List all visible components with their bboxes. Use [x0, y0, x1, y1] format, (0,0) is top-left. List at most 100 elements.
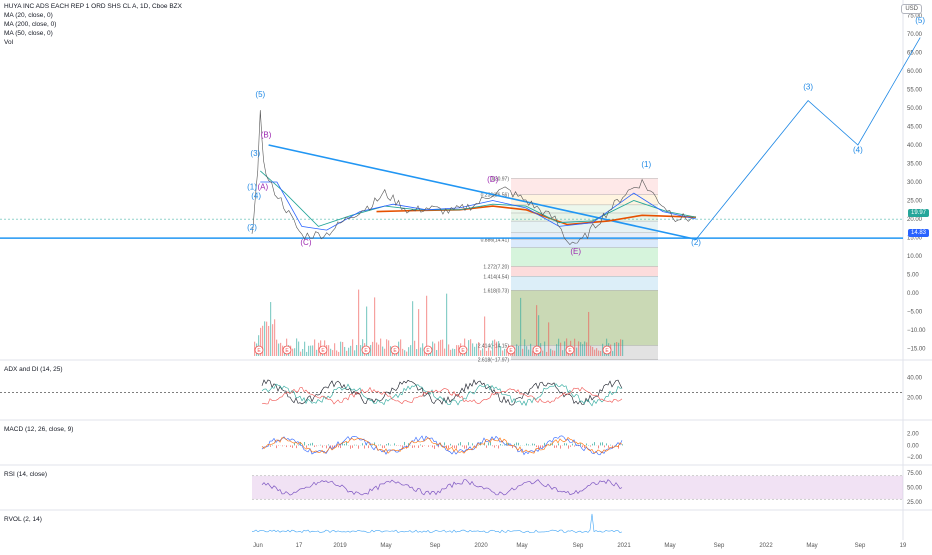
macd-histogram-bar [486, 445, 487, 447]
volume-bar [556, 344, 557, 356]
volume-bar [524, 339, 525, 356]
pane-y-tick-label: 2.00 [907, 432, 919, 438]
y-tick-label: 20.00 [907, 217, 923, 223]
volume-bar [412, 301, 413, 356]
macd-histogram-bar [466, 445, 467, 448]
macd-histogram-bar [316, 445, 317, 446]
x-tick-label: May [664, 543, 675, 549]
macd-histogram-bar [518, 443, 519, 446]
macd-histogram-bar [556, 445, 557, 447]
volume-bar [582, 344, 583, 356]
rvol-line [252, 514, 622, 533]
macd-histogram-bar [450, 444, 451, 446]
pane-y-tick-label: 40.00 [907, 375, 923, 381]
volume-bar [294, 348, 295, 356]
y-tick-label: 70.00 [907, 32, 923, 38]
fib-zone [511, 248, 658, 267]
volume-bar [598, 351, 599, 356]
macd-histogram-bar [296, 445, 297, 448]
volume-bar [550, 349, 551, 356]
volume-bar [564, 341, 565, 356]
fib-zone [511, 290, 658, 345]
volume-bar [358, 290, 359, 356]
macd-histogram-bar [380, 444, 381, 445]
volume-bar [526, 346, 527, 356]
volume-bar [490, 351, 491, 356]
volume-bar [332, 350, 333, 356]
volume-bar [422, 343, 423, 356]
macd-histogram-bar [340, 445, 341, 448]
y-tick-label: 25.00 [907, 199, 923, 205]
macd-histogram-bar [358, 445, 359, 448]
volume-bar [478, 342, 479, 356]
fib-label: 1.272(7.20) [483, 264, 509, 270]
macd-histogram-bar [602, 442, 603, 445]
volume-bar [278, 344, 279, 356]
macd-histogram-bar [328, 444, 329, 445]
macd-histogram-bar [272, 445, 273, 446]
volume-bar [414, 341, 415, 356]
volume-bar [530, 344, 531, 356]
macd-histogram-bar [586, 444, 587, 446]
volume-bar [450, 350, 451, 356]
volume-bar [574, 339, 575, 356]
indicator-vol-label[interactable]: Vol [4, 39, 13, 47]
wave-label: (3) [803, 82, 813, 91]
macd-histogram-bar [396, 445, 397, 446]
volume-bar [300, 352, 301, 356]
volume-bar [454, 349, 455, 356]
volume-bar [404, 350, 405, 356]
x-tick-label: 2022 [759, 543, 773, 549]
indicator-ma50-label[interactable]: MA (50, close, 0) [4, 30, 53, 38]
currency-button[interactable]: USD [901, 4, 922, 14]
volume-bar [316, 350, 317, 356]
x-tick-label: 2021 [617, 543, 631, 549]
macd-histogram-bar [478, 445, 479, 446]
macd-histogram-bar [500, 444, 501, 445]
fib-label: 1.414(4.54) [483, 274, 509, 280]
macd-histogram-bar [290, 445, 291, 447]
volume-bar [474, 347, 475, 356]
macd-histogram-bar [422, 445, 423, 447]
volume-bar [266, 322, 267, 356]
macd-histogram-bar [542, 445, 543, 447]
volume-bar [378, 345, 379, 356]
volume-bar [328, 345, 329, 356]
macd-histogram-bar [582, 445, 583, 447]
volume-bar [576, 348, 577, 356]
x-tick-label: 19 [900, 543, 907, 549]
macd-histogram-bar [460, 442, 461, 445]
volume-bar [406, 352, 407, 356]
wave-label: (5) [915, 16, 925, 25]
macd-histogram-bar [558, 443, 559, 445]
x-tick-label: Jun [253, 543, 263, 549]
x-tick-label: 17 [296, 543, 303, 549]
volume-bar [622, 340, 623, 356]
macd-histogram-bar [326, 445, 327, 448]
volume-bar [456, 345, 457, 356]
volume-bar [542, 351, 543, 356]
macd-histogram-bar [418, 445, 419, 447]
y-tick-label: −10.00 [907, 328, 926, 334]
pane-y-tick-label: −2.00 [907, 455, 923, 461]
fib-zone [511, 240, 658, 248]
macd-histogram-bar [564, 443, 565, 445]
y-tick-label: 40.00 [907, 143, 923, 149]
macd-histogram-bar [420, 444, 421, 445]
volume-bar [500, 346, 501, 356]
y-tick-label: 45.00 [907, 124, 923, 130]
volume-bar [308, 346, 309, 356]
volume-bar [580, 342, 581, 356]
volume-bar [420, 348, 421, 356]
volume-bar [482, 348, 483, 356]
macd-histogram-bar [458, 443, 459, 445]
pane-y-tick-label: 50.00 [907, 486, 923, 492]
volume-bar [418, 309, 419, 356]
volume-bar [486, 351, 487, 356]
indicator-ma20-label[interactable]: MA (20, close, 0) [4, 12, 53, 20]
x-tick-label: May [806, 543, 817, 549]
volume-bar [548, 322, 549, 356]
macd-histogram-bar [368, 445, 369, 448]
indicator-ma200-label[interactable]: MA (200, close, 0) [4, 21, 56, 29]
